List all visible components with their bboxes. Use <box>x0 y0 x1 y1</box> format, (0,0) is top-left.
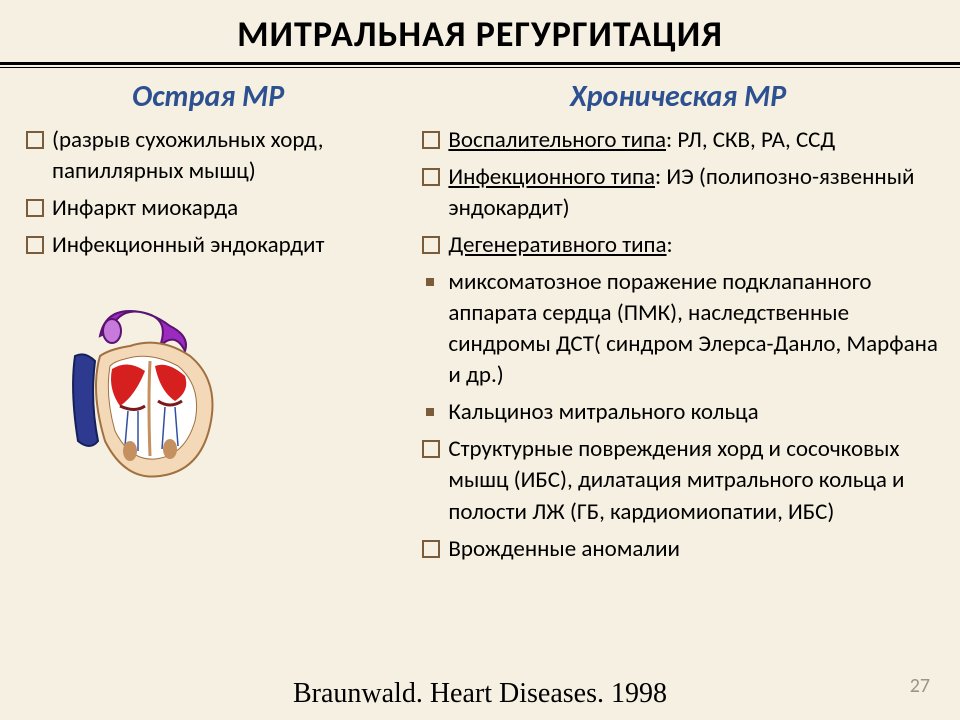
list-item: Инфаркт миокарда <box>20 193 396 224</box>
left-list: (разрыв сухожильных хорд, папиллярных мы… <box>20 125 396 261</box>
list-item: Инфекционного типа: ИЭ (полипозно-язвенн… <box>416 162 940 224</box>
divider-thick <box>0 62 960 65</box>
content-columns: Острая МР (разрыв сухожильных хорд, папи… <box>0 68 960 571</box>
list-item: миксоматозное поражение подклапанного ап… <box>416 267 940 391</box>
underline-text: Дегенеративного типа <box>448 231 666 259</box>
list-item: Структурные повреждения хорд и сосочковы… <box>416 434 940 527</box>
left-column: Острая МР (разрыв сухожильных хорд, папи… <box>20 78 406 571</box>
list-item: Кальциноз митрального кольца <box>416 397 940 428</box>
right-heading: Хроническая МР <box>416 78 940 115</box>
right-sublist: миксоматозное поражение подклапанного ап… <box>416 267 940 428</box>
right-list-1: Воспалительного типа: РЛ, СКВ, РА, ССД И… <box>416 125 940 261</box>
item-rest: : РЛ, СКВ, РА, ССД <box>666 126 835 154</box>
underline-text: Инфекционного типа <box>448 163 655 191</box>
right-column: Хроническая МР Воспалительного типа: РЛ,… <box>406 78 940 571</box>
list-item: Врожденные аномалии <box>416 534 940 565</box>
page-number: 27 <box>910 674 930 698</box>
reference-citation: Braunwald. Heart Diseases. 1998 <box>0 678 960 710</box>
item-rest: : <box>667 231 673 259</box>
list-item: Инфекционный эндокардит <box>20 230 396 261</box>
underline-text: Воспалительного типа <box>448 126 666 154</box>
slide-title: МИТРАЛЬНАЯ РЕГУРГИТАЦИЯ <box>0 0 960 62</box>
heart-illustration <box>50 301 240 491</box>
list-item: Воспалительного типа: РЛ, СКВ, РА, ССД <box>416 125 940 156</box>
left-heading: Острая МР <box>20 78 396 115</box>
list-item: Дегенеративного типа: <box>416 230 940 261</box>
list-item: (разрыв сухожильных хорд, папиллярных мы… <box>20 125 396 187</box>
right-list-2: Структурные повреждения хорд и сосочковы… <box>416 434 940 564</box>
